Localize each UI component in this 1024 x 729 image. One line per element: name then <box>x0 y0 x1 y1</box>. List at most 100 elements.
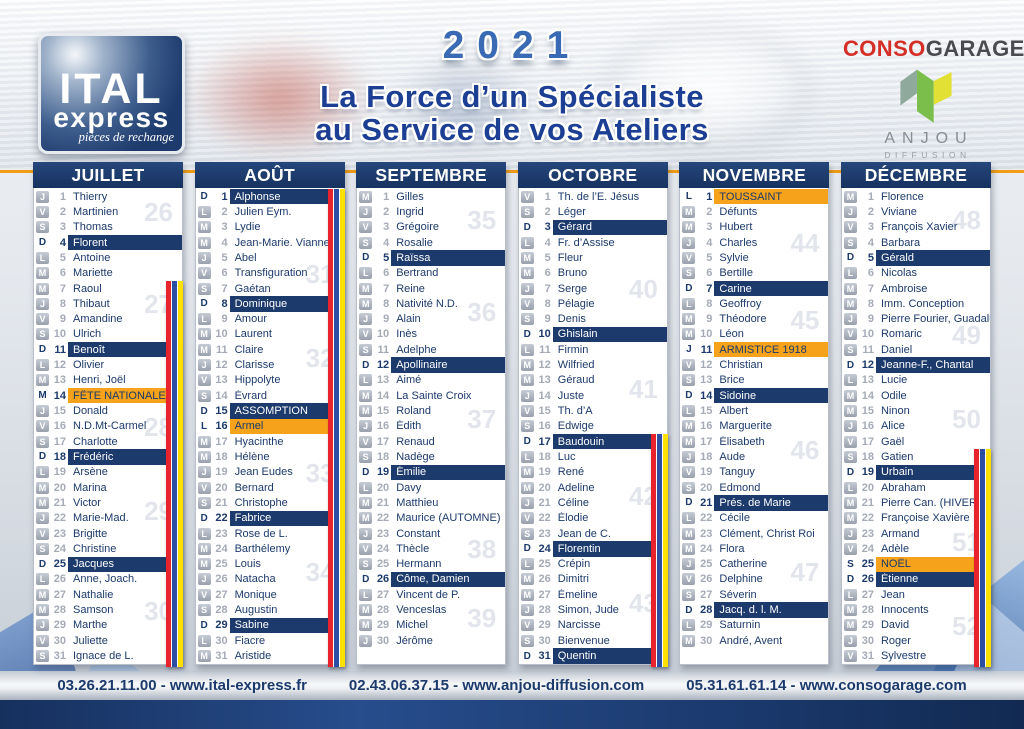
day-letter: M <box>36 604 49 617</box>
day-number: 2 <box>706 205 713 218</box>
day-letter: M <box>38 390 47 402</box>
calendar-day-row: J 2 Viviane <box>842 204 990 219</box>
day-number: 31 <box>538 650 551 663</box>
day-left-cell: D 22 <box>195 510 230 526</box>
day-letter: S <box>682 481 696 494</box>
day-letter: V <box>36 420 49 433</box>
day-number: 13 <box>376 374 390 387</box>
day-number: 13 <box>700 374 713 387</box>
calendar-day-row: L 19 Arsène <box>34 465 182 480</box>
day-letter: L <box>685 191 692 203</box>
calendar-day-row: M 9 Théodore <box>680 312 828 327</box>
day-letter: V <box>36 634 49 647</box>
day-letter: M <box>197 328 211 341</box>
ribbon-stripe <box>177 280 178 667</box>
day-name: Rose de L. <box>234 527 288 540</box>
day-left-cell: M 17 <box>196 434 230 449</box>
calendar-day-row: L 1 TOUSSAINT <box>680 189 829 205</box>
day-left-cell: J 28 <box>519 602 553 617</box>
day-name: Benoît <box>73 343 105 356</box>
calendar-day-row: L 12 Olivier <box>34 357 182 372</box>
day-letter: V <box>520 512 534 525</box>
year-title: 2021 <box>442 24 582 67</box>
day-number: 29 <box>700 619 713 632</box>
day-number: 14 <box>376 389 390 402</box>
day-letter: S <box>520 634 534 647</box>
calendar-day-row: S 14 Évrard <box>196 388 344 403</box>
day-number: 31 <box>861 650 874 663</box>
day-number: 18 <box>538 450 551 463</box>
calendar-day-row: L 8 Geoffroy <box>680 296 828 311</box>
calendar-day-row: V 29 Narcisse <box>519 618 667 633</box>
day-number: 18 <box>53 450 66 463</box>
day-left-cell: L 20 <box>357 480 391 495</box>
day-number: 4 <box>59 236 66 249</box>
day-number: 7 <box>221 282 228 295</box>
day-name: Séverin <box>719 588 757 601</box>
day-number: 21 <box>538 496 551 509</box>
calendar-day-row: S 17 Charlotte <box>34 434 182 449</box>
calendar-day-row: S 11 Adelphe <box>357 342 505 357</box>
day-name: Charlotte <box>73 435 118 448</box>
day-letter: M <box>36 267 49 280</box>
day-number: 17 <box>53 435 66 448</box>
day-letter: V <box>197 588 211 601</box>
day-letter: V <box>843 328 857 341</box>
calendar-day-row: M 24 Barthélemy <box>196 541 344 556</box>
day-letter: V <box>682 251 696 264</box>
calendar-day-row: M 13 Henri, Joël <box>34 373 182 388</box>
day-name: Édith <box>396 420 422 433</box>
day-letter: M <box>520 251 534 264</box>
day-number: 26 <box>53 573 66 586</box>
calendar-day-row: S 20 Edmond <box>680 480 828 495</box>
day-number: 2 <box>221 205 228 218</box>
day-letter: D <box>200 619 208 631</box>
day-left-cell: L 25 <box>519 557 553 572</box>
day-name: Aimé <box>396 374 422 387</box>
day-name: Prés. de Marie <box>719 496 791 509</box>
ital-logo-line2: express <box>53 102 170 133</box>
day-number: 27 <box>53 588 66 601</box>
day-letter: L <box>201 420 208 432</box>
day-number: 15 <box>700 405 713 418</box>
ribbon-stripe <box>661 434 663 667</box>
day-letter: M <box>520 466 534 479</box>
day-left-cell: M 24 <box>196 541 230 556</box>
day-number: 8 <box>221 297 228 310</box>
day-number: 22 <box>538 512 551 525</box>
day-name: Alain <box>396 313 421 326</box>
calendar-day-row: D 5 Raïssa <box>357 250 506 266</box>
calendar-day-row: L 22 Cécile <box>680 511 828 526</box>
day-number: 5 <box>383 251 390 264</box>
day-name: Romaric <box>880 328 922 341</box>
day-number: 1 <box>59 190 66 203</box>
month-header: DÉCEMBRE <box>840 162 991 188</box>
day-letter: L <box>843 374 857 387</box>
day-letter: J <box>843 420 857 433</box>
day-number: 5 <box>59 251 66 264</box>
day-left-cell: M 24 <box>680 541 714 556</box>
calendar-day-row: S 31 Ignace de L. <box>34 648 182 663</box>
day-name: TOUSSAINT <box>719 190 783 203</box>
calendar-day-row: M 3 Lydie <box>196 220 344 235</box>
day-left-cell: S 18 <box>842 449 876 464</box>
day-number: 5 <box>867 251 874 264</box>
day-left-cell: V 17 <box>357 434 391 449</box>
day-name: Barbara <box>880 236 921 249</box>
ribbon-stripe <box>984 449 986 667</box>
day-left-cell: L 11 <box>519 342 553 357</box>
day-left-cell: M 28 <box>842 602 876 617</box>
week-number: 49 <box>952 319 981 350</box>
day-number: 25 <box>53 558 66 571</box>
day-number: 10 <box>861 328 874 341</box>
day-number: 29 <box>538 619 551 632</box>
day-letter: D <box>846 359 855 371</box>
day-number: 31 <box>53 650 66 663</box>
day-letter: S <box>36 542 49 555</box>
week-number: 35 <box>467 204 497 235</box>
